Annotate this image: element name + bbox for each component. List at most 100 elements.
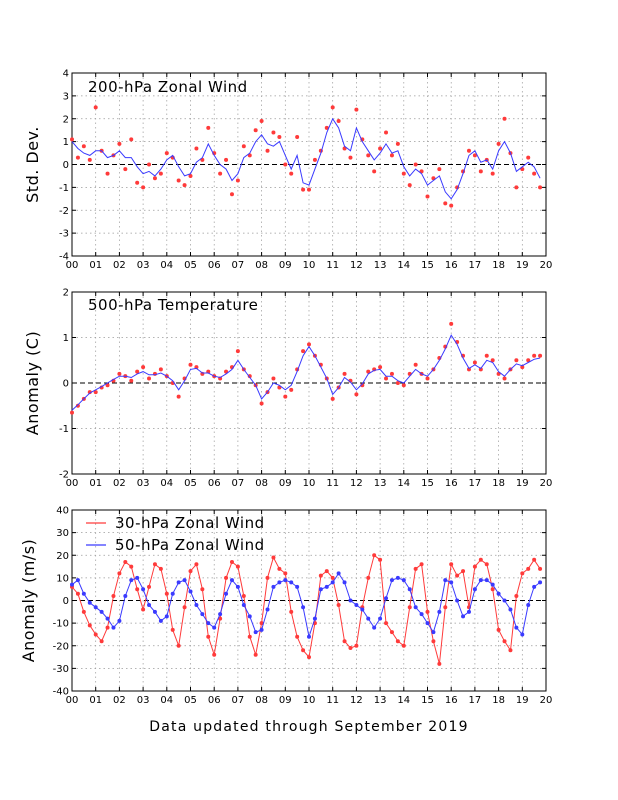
data-point xyxy=(538,185,543,190)
data-point xyxy=(378,146,383,151)
data-point xyxy=(532,353,537,358)
x-tick-label: 04 xyxy=(160,260,173,271)
data-point xyxy=(443,201,448,206)
x-tick-label: 13 xyxy=(374,478,387,489)
x-tick-label: 06 xyxy=(208,260,221,271)
data-point-50hpa xyxy=(401,578,406,583)
panel-title: 200-hPa Zonal Wind xyxy=(88,78,248,96)
data-point-30hpa xyxy=(283,571,288,576)
data-point-50hpa xyxy=(384,596,389,601)
data-point-50hpa xyxy=(147,603,152,608)
y-tick-label: -2 xyxy=(59,470,69,481)
data-point xyxy=(330,105,335,110)
data-point xyxy=(93,105,98,110)
data-point xyxy=(478,169,483,174)
data-point-50hpa xyxy=(336,571,341,576)
data-point-50hpa xyxy=(265,607,270,612)
data-point xyxy=(526,358,531,363)
data-point xyxy=(218,171,223,176)
data-point xyxy=(277,135,282,140)
data-point-50hpa xyxy=(289,580,294,585)
data-point-30hpa xyxy=(277,566,282,571)
data-point-30hpa xyxy=(407,605,412,610)
data-point xyxy=(295,135,300,140)
data-point xyxy=(425,376,430,381)
y-tick-label: 0 xyxy=(63,379,69,390)
data-point-50hpa xyxy=(342,580,347,585)
data-point-50hpa xyxy=(419,612,424,617)
x-tick-label: 05 xyxy=(184,695,197,706)
data-point-50hpa xyxy=(99,609,104,614)
x-tick-label: 02 xyxy=(113,478,126,489)
data-point xyxy=(395,381,400,385)
data-point-50hpa xyxy=(301,605,306,610)
x-tick-label: 07 xyxy=(232,260,245,271)
x-tick-label: 04 xyxy=(160,695,173,706)
data-point-50hpa xyxy=(514,625,519,630)
data-point xyxy=(324,125,329,130)
data-point-30hpa xyxy=(508,648,513,653)
data-point-50hpa xyxy=(307,634,311,639)
x-tick-label: 18 xyxy=(492,478,505,489)
data-point xyxy=(70,410,74,415)
y-tick-label: 40 xyxy=(56,506,69,517)
data-point-50hpa xyxy=(360,607,365,612)
data-point-50hpa xyxy=(188,589,193,594)
data-point xyxy=(176,394,181,399)
data-point-50hpa xyxy=(283,578,288,583)
x-tick-label: 01 xyxy=(89,260,102,271)
data-point xyxy=(526,155,531,160)
x-tick-label: 02 xyxy=(113,695,126,706)
x-tick-label: 08 xyxy=(255,478,268,489)
data-point-30hpa xyxy=(235,564,240,569)
data-point-50hpa xyxy=(247,614,252,619)
legend-label-50hpa: 50-hPa Zonal Wind xyxy=(115,536,265,554)
x-tick-label: 08 xyxy=(255,260,268,271)
data-point xyxy=(348,155,353,160)
data-point-30hpa xyxy=(117,571,122,576)
data-point-30hpa xyxy=(526,566,531,571)
data-point-30hpa xyxy=(461,569,466,574)
data-point-30hpa xyxy=(141,607,146,612)
data-point-50hpa xyxy=(466,609,471,614)
data-point-30hpa xyxy=(496,627,501,632)
x-tick-label: 12 xyxy=(350,478,363,489)
data-point-50hpa xyxy=(395,575,400,580)
data-point-50hpa xyxy=(484,578,489,583)
x-tick-label: 15 xyxy=(421,695,434,706)
x-tick-label: 10 xyxy=(303,260,316,271)
y-tick-label: -2 xyxy=(59,206,69,217)
data-point-50hpa xyxy=(389,578,394,583)
data-point-30hpa xyxy=(224,575,229,580)
data-point xyxy=(70,137,74,142)
data-point-50hpa xyxy=(158,618,163,623)
data-point xyxy=(437,167,442,172)
y-tick-label: -1 xyxy=(59,183,69,194)
data-point-50hpa xyxy=(455,598,460,603)
data-point-30hpa xyxy=(472,564,477,569)
data-point-50hpa xyxy=(295,584,300,589)
data-point-50hpa xyxy=(354,603,359,608)
x-tick-label: 05 xyxy=(184,260,197,271)
data-point-50hpa xyxy=(123,593,128,598)
data-point-50hpa xyxy=(170,591,175,596)
data-point-50hpa xyxy=(75,578,80,583)
x-tick-label: 12 xyxy=(350,695,363,706)
data-point-50hpa xyxy=(502,598,507,603)
data-point xyxy=(158,367,163,372)
data-point-50hpa xyxy=(508,607,513,612)
data-point xyxy=(514,358,519,363)
data-point-30hpa xyxy=(158,566,163,571)
data-point xyxy=(472,153,477,158)
data-point-50hpa xyxy=(141,587,146,592)
x-tick-label: 14 xyxy=(397,695,410,706)
x-tick-label: 20 xyxy=(540,695,553,706)
data-point xyxy=(235,178,240,183)
data-point xyxy=(389,153,394,158)
y-tick-label: 0 xyxy=(63,596,69,607)
data-point-50hpa xyxy=(81,591,86,596)
x-tick-label: 07 xyxy=(232,695,245,706)
data-point-50hpa xyxy=(70,582,74,587)
data-point xyxy=(425,194,430,199)
